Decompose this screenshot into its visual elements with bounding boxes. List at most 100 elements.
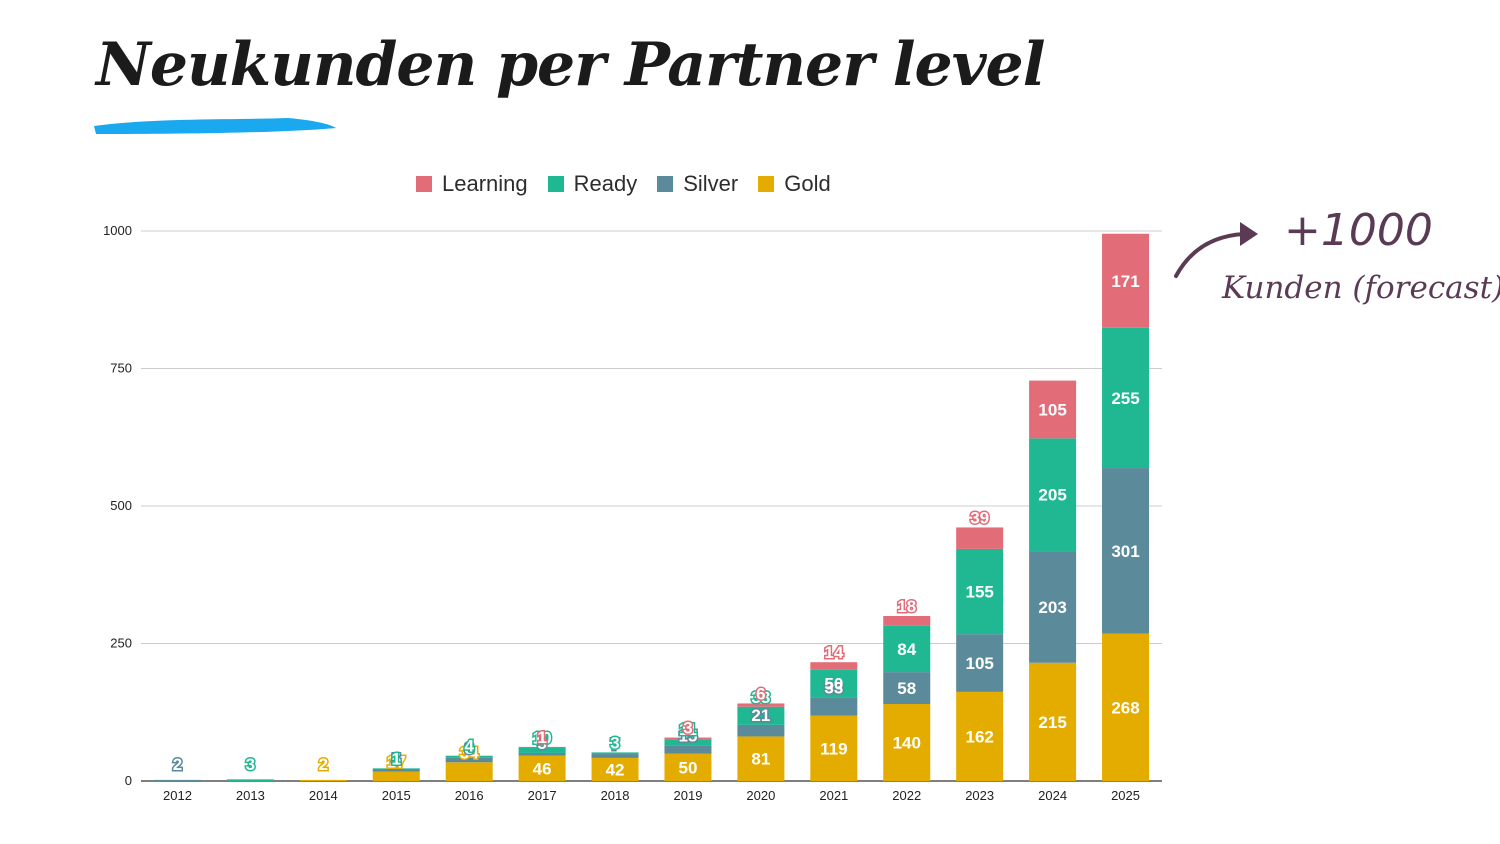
bar-segment-gold: [518, 755, 566, 781]
x-tick-label: 2024: [1038, 788, 1067, 803]
data-label-ready: 50: [824, 675, 843, 694]
legend-label: Learning: [442, 171, 528, 196]
bar-segment-silver: [1102, 468, 1150, 634]
bar-segment-gold: [372, 771, 420, 781]
data-label-learning: 6: [756, 684, 765, 703]
legend-item-learning: Learning: [416, 171, 528, 197]
data-label-learning: 39: [970, 508, 989, 527]
data-label-gold: 119: [820, 739, 847, 758]
data-label-learning: 105: [1038, 400, 1066, 419]
forecast-arrow-icon: [1174, 222, 1258, 278]
bar-segment-silver: [591, 754, 639, 758]
data-label-silver: 21: [751, 706, 770, 725]
bar-segment-learning: [518, 746, 566, 748]
data-label-ready: 3: [246, 755, 255, 774]
data-label-ready: 33: [751, 688, 770, 707]
forecast-label: Kunden (forecast): [1222, 270, 1500, 306]
bar-segment-gold: [956, 691, 1004, 781]
y-tick-label: 500: [110, 498, 132, 513]
x-tick-label: 2019: [674, 788, 703, 803]
page-title: Neukunden per Partner level: [96, 30, 1046, 100]
data-label-ready: 155: [965, 583, 993, 602]
legend-swatch: [416, 176, 432, 192]
bar-segment-gold: [591, 757, 639, 781]
bar-segment-learning: [737, 703, 785, 707]
data-label-ready: 205: [1038, 486, 1066, 505]
data-label-gold: 34: [460, 743, 479, 762]
x-tick-label: 2020: [746, 788, 775, 803]
bar-segment-silver: [956, 634, 1004, 692]
legend-item-gold: Gold: [758, 171, 831, 197]
data-label-learning: 3: [683, 719, 692, 738]
bar-segment-ready: [1102, 327, 1150, 469]
x-tick-label: 2025: [1111, 788, 1140, 803]
legend-swatch: [758, 176, 775, 192]
bar-segment-learning: [1029, 380, 1077, 439]
data-label-gold: 46: [533, 759, 552, 778]
bar-segment-silver: [372, 768, 420, 772]
bar-segment-silver: [445, 757, 493, 763]
bar-segment-gold: [1029, 662, 1077, 781]
legend-label: Ready: [573, 171, 638, 196]
title-underline-stroke: [94, 118, 336, 134]
bar-segment-silver: [883, 672, 931, 704]
y-tick-label: 750: [110, 361, 132, 376]
data-label-learning: 1: [537, 728, 546, 747]
data-label-gold: 2: [319, 755, 328, 774]
legend-swatch: [657, 176, 674, 192]
data-label-gold: 17: [387, 753, 406, 772]
forecast-value: +1000: [1284, 205, 1433, 256]
bar-segment-silver: [1029, 551, 1077, 663]
chart-legend: Learning Ready Silver Gold: [416, 171, 831, 197]
x-tick-label: 2015: [382, 788, 411, 803]
data-label-ready: 84: [897, 640, 916, 659]
data-label-ready: 1: [392, 749, 401, 768]
data-label-silver: 5: [392, 750, 401, 769]
data-label-ready: 11: [679, 720, 697, 739]
bar-segment-gold: [810, 715, 858, 781]
data-label-silver: 58: [897, 679, 916, 698]
bar-segment-ready: [518, 747, 566, 753]
data-label-silver: 5: [537, 734, 546, 753]
y-tick-label: 1000: [103, 223, 132, 238]
bar-segment-ready: [664, 739, 712, 746]
data-label-gold: 215: [1038, 713, 1066, 732]
x-tick-label: 2017: [528, 788, 557, 803]
data-label-silver: 301: [1111, 542, 1139, 561]
data-label-learning: 14: [824, 643, 843, 662]
bar-segment-ready: [445, 755, 493, 758]
bar-segment-learning: [883, 616, 931, 626]
bar-segment-ready: [737, 706, 785, 725]
x-tick-label: 2012: [163, 788, 192, 803]
bar-segment-learning: [956, 527, 1004, 549]
data-label-silver: 7: [610, 735, 619, 754]
data-label-silver: 105: [965, 654, 993, 673]
data-label-ready: 4: [464, 737, 474, 756]
bar-segment-ready: [883, 625, 931, 673]
x-tick-label: 2014: [309, 788, 338, 803]
data-label-silver: 33: [824, 678, 843, 697]
data-label-gold: 42: [606, 760, 625, 779]
data-label-gold: 162: [965, 727, 993, 746]
bar-segment-silver: [810, 697, 858, 716]
bar-segment-ready: [956, 548, 1004, 635]
data-label-gold: 50: [679, 758, 698, 777]
bar-segment-ready: [372, 768, 420, 770]
bar-segment-ready: [591, 752, 639, 755]
legend-item-silver: Silver: [657, 171, 738, 197]
bar-segment-ready: [1029, 438, 1077, 552]
bar-segment-learning: [1102, 233, 1150, 328]
x-tick-label: 2023: [965, 788, 994, 803]
legend-label: Gold: [784, 171, 831, 196]
x-tick-label: 2022: [892, 788, 921, 803]
bar-segment-gold: [737, 736, 785, 781]
legend-swatch: [547, 176, 564, 192]
data-label-learning: 18: [897, 597, 916, 616]
legend-label: Silver: [683, 171, 739, 196]
data-label-learning: 171: [1111, 272, 1139, 291]
data-label-silver: 203: [1038, 598, 1066, 617]
data-label-gold: 81: [751, 750, 770, 769]
bar-segment-gold: [1102, 633, 1150, 781]
legend-item-ready: Ready: [547, 171, 638, 197]
